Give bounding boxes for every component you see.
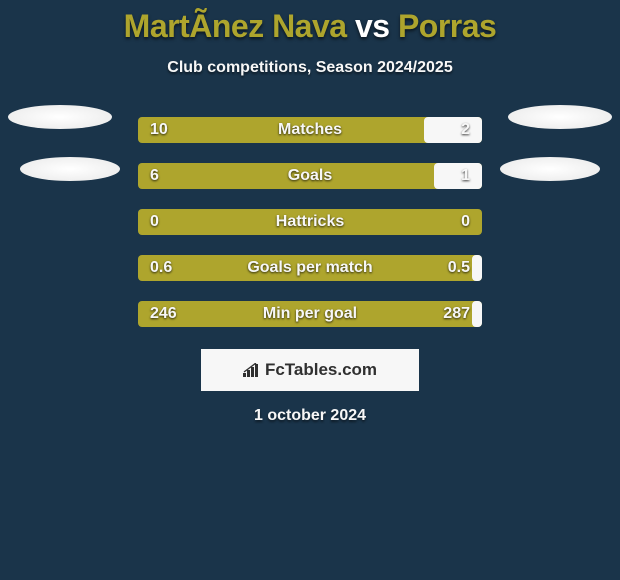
page-title: MartÃ­nez Nava vs Porras [0,8,620,45]
player-left-name: MartÃ­nez Nava [124,8,347,44]
value-left: 246 [150,305,177,323]
stat-label: Matches [278,121,342,139]
subtitle: Club competitions, Season 2024/2025 [0,59,620,77]
stat-label: Goals [288,167,332,185]
stat-row: 0.6 0.5 Goals per match [0,255,620,281]
value-left: 0.6 [150,259,172,277]
value-right: 0 [461,213,470,231]
stat-label: Min per goal [263,305,357,323]
value-right: 0.5 [448,259,470,277]
stat-row: 6 1 Goals [0,163,620,189]
stat-bar: 0.6 0.5 Goals per match [138,255,482,281]
stat-row: 246 287 Min per goal [0,301,620,327]
stat-row: 0 0 Hattricks [0,209,620,235]
stat-bar: 10 2 Matches [138,117,482,143]
vs-label: vs [355,8,390,44]
stat-bar: 6 1 Goals [138,163,482,189]
bar-right [424,117,482,143]
stat-bar: 246 287 Min per goal [138,301,482,327]
stat-row: 10 2 Matches [0,117,620,143]
value-left: 0 [150,213,159,231]
bar-chart-icon [243,363,261,377]
value-left: 10 [150,121,168,139]
comparison-chart: 10 2 Matches 6 1 Goals 0 0 Hattricks 0.6 0.5 Goals … [0,117,620,425]
value-right: 2 [461,121,470,139]
stat-label: Goals per match [247,259,372,277]
brand-logo-text: FcTables.com [265,360,377,380]
player-right-name: Porras [398,8,496,44]
bar-right [472,301,482,327]
bar-right [472,255,482,281]
value-right: 287 [443,305,470,323]
date-label: 1 october 2024 [0,407,620,425]
stat-bar: 0 0 Hattricks [138,209,482,235]
value-right: 1 [461,167,470,185]
brand-logo: FcTables.com [201,349,419,391]
value-left: 6 [150,167,159,185]
stat-label: Hattricks [276,213,344,231]
bar-right [434,163,482,189]
